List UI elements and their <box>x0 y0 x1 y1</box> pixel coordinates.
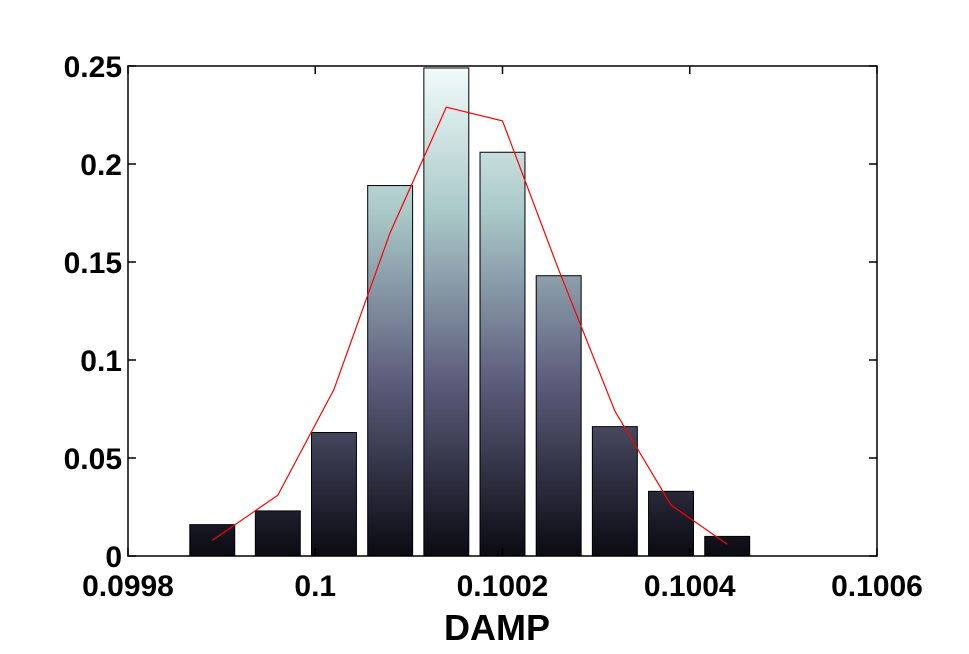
y-tick-label: 0.25 <box>64 51 122 84</box>
histogram-bar <box>479 151 526 557</box>
y-tick-labels: 0 0.05 0.1 0.15 0.2 0.25 <box>64 51 122 574</box>
x-tick-label: 0.1002 <box>457 570 549 603</box>
tick-marks <box>127 65 878 557</box>
y-tick-label: 0.1 <box>80 345 122 378</box>
histogram-bar <box>254 510 301 557</box>
histogram-bar <box>535 275 582 557</box>
y-tick-label: 0.05 <box>64 443 122 476</box>
histogram-bar <box>367 185 414 557</box>
x-axis-label: DAMP <box>444 607 550 648</box>
y-tick-label: 0 <box>105 541 122 574</box>
density-line <box>211 106 728 545</box>
bars-group <box>189 67 751 557</box>
x-tick-labels: 0.0998 0.1 0.1002 0.1004 0.1006 <box>82 570 923 603</box>
histogram-bar <box>704 535 751 557</box>
y-tick-label: 0.2 <box>80 149 122 182</box>
histogram-bar <box>591 426 638 557</box>
histogram-bar <box>423 67 470 557</box>
x-tick-label: 0.1006 <box>831 570 923 603</box>
histogram-bar <box>311 432 357 557</box>
x-tick-label: 0.1004 <box>644 570 736 603</box>
y-tick-label: 0.15 <box>64 247 122 280</box>
density-line-group <box>211 106 728 545</box>
x-tick-label: 0.1 <box>294 570 336 603</box>
x-tick-label: 0.0998 <box>82 570 174 603</box>
histogram-bar <box>648 490 694 557</box>
